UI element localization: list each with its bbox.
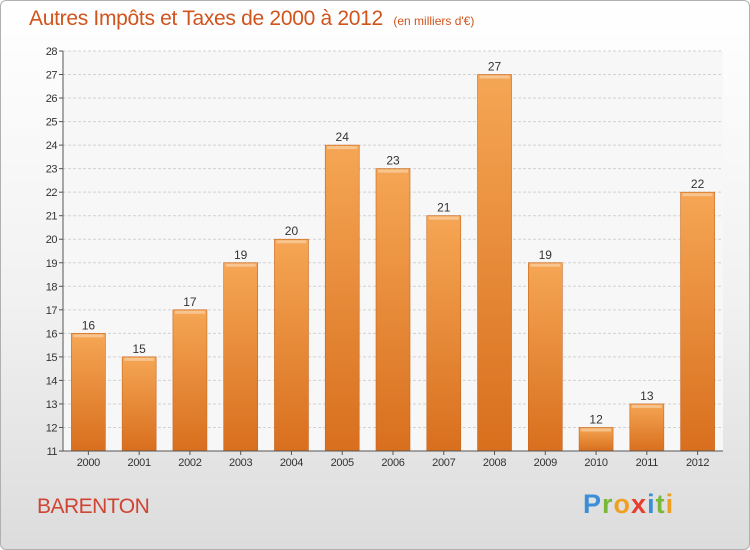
bar-value-label: 21 [437, 201, 451, 215]
y-tick-label: 17 [46, 305, 58, 317]
y-tick-label: 22 [46, 187, 58, 199]
x-tick-label: 2007 [432, 457, 455, 469]
x-tick-label: 2002 [178, 457, 201, 469]
x-tick-label: 2008 [483, 457, 506, 469]
logo-letter: i [665, 489, 675, 519]
y-tick-label: 16 [46, 328, 58, 340]
x-tick-label: 2006 [381, 457, 404, 469]
bar-2002 [172, 309, 208, 452]
bar-2003 [223, 262, 258, 452]
y-tick-label: 23 [46, 164, 58, 176]
logo-letter: o [613, 489, 632, 519]
y-tick-label: 21 [46, 211, 58, 223]
bar-highlight [73, 334, 104, 338]
bar-2000 [71, 333, 106, 452]
bar-value-label: 15 [132, 342, 146, 356]
y-tick-label: 24 [46, 140, 58, 152]
bar-2005 [324, 144, 360, 452]
commune-name: BARENTON [37, 495, 150, 518]
chart-title: Autres Impôts et Taxes de 2000 à 2012 [29, 7, 383, 30]
bar-2001 [121, 356, 157, 452]
bar-highlight [276, 240, 307, 244]
x-tick-label: 2003 [229, 457, 252, 469]
bar-value-label: 27 [488, 60, 502, 74]
y-tick-label: 26 [46, 93, 58, 105]
chart-unit-label: (en milliers d'€) [393, 14, 475, 28]
bar-highlight [530, 263, 561, 267]
bar-value-label: 19 [234, 248, 248, 262]
logo-letter: x [631, 489, 648, 519]
bar-value-label: 12 [589, 412, 603, 426]
x-tick-label: 2009 [534, 457, 557, 469]
bar-value-label: 17 [183, 295, 197, 309]
bar-value-label: 16 [82, 318, 96, 332]
y-tick-label: 14 [46, 375, 58, 387]
bar-highlight [428, 216, 459, 220]
logo-letter: P [583, 489, 603, 519]
bar-highlight [378, 169, 408, 173]
bar-value-label: 20 [285, 224, 299, 238]
bar-2006 [375, 168, 411, 452]
x-tick-label: 2012 [686, 457, 709, 469]
x-tick-label: 2010 [584, 457, 607, 469]
bar-value-label: 22 [691, 177, 705, 191]
bar-value-label: 24 [336, 130, 350, 144]
logo-letter: t [655, 489, 666, 519]
y-tick-label: 12 [46, 422, 58, 434]
logo-letter: i [647, 489, 656, 519]
y-tick-label: 15 [46, 352, 58, 364]
bar-value-label: 23 [386, 154, 400, 168]
bar-highlight [682, 193, 713, 197]
y-tick-label: 20 [46, 234, 58, 246]
bar-2009 [528, 262, 563, 452]
y-tick-label: 27 [46, 70, 58, 82]
bar-highlight [174, 310, 205, 314]
y-tick-label: 25 [46, 117, 58, 129]
bar-highlight [124, 357, 155, 361]
bar-highlight [631, 404, 662, 408]
y-tick-label: 11 [47, 446, 58, 458]
bar-2008 [477, 74, 512, 452]
proxiti-logo: Proxiti [583, 489, 674, 520]
x-tick-label: 2011 [636, 457, 659, 469]
logo-letter: r [602, 489, 614, 519]
x-tick-label: 2000 [77, 457, 100, 469]
bar-highlight [327, 146, 358, 150]
x-tick-label: 2005 [331, 457, 354, 469]
bar-2011 [629, 403, 665, 452]
bar-2012 [680, 191, 715, 452]
x-tick-label: 2001 [128, 457, 151, 469]
bar-highlight [225, 263, 256, 267]
y-tick-label: 28 [46, 46, 58, 58]
bar-highlight [479, 75, 510, 79]
chart-title-block: Autres Impôts et Taxes de 2000 à 2012 (e… [29, 7, 474, 31]
bar-highlight [581, 428, 612, 432]
bar-2004 [274, 238, 309, 452]
y-tick-label: 19 [46, 258, 58, 270]
y-tick-label: 18 [46, 281, 58, 293]
y-tick-label: 13 [46, 399, 58, 411]
bar-value-label: 19 [539, 248, 553, 262]
bar-2007 [426, 215, 462, 452]
bar-value-label: 13 [640, 389, 654, 403]
x-tick-label: 2004 [280, 457, 303, 469]
